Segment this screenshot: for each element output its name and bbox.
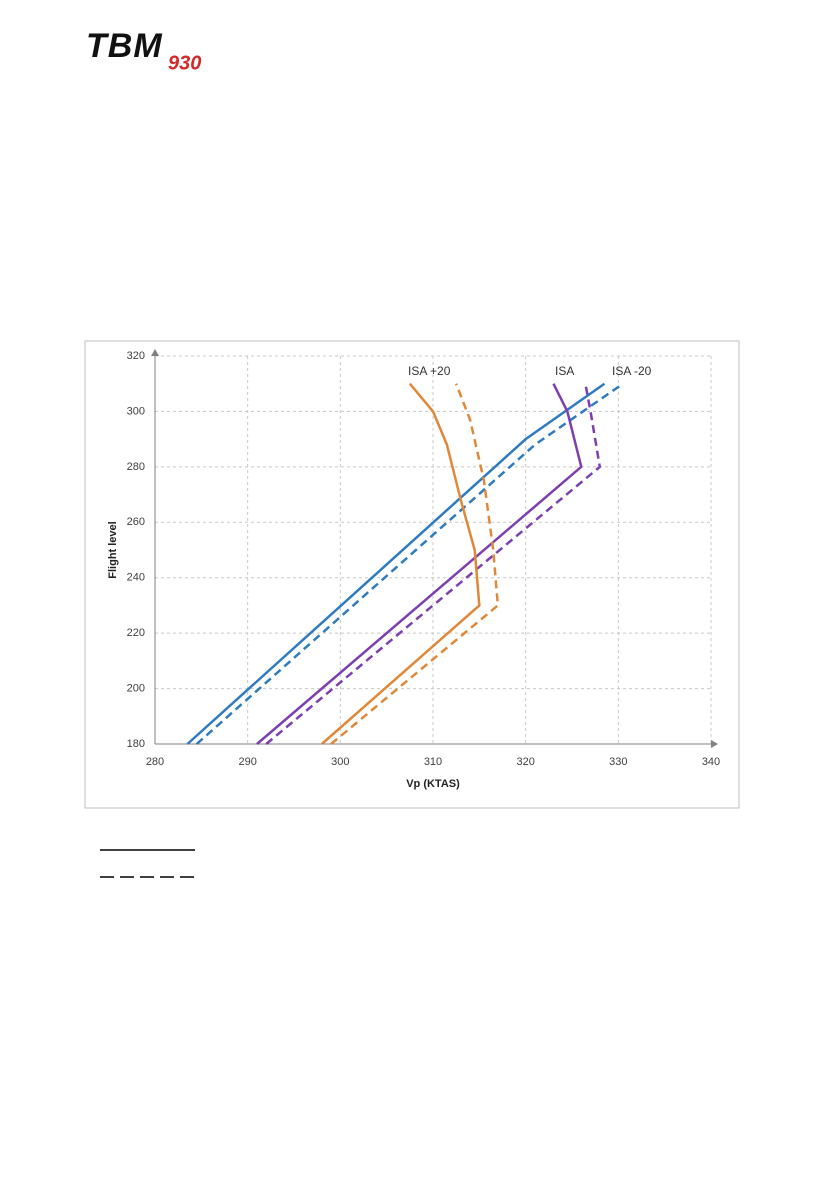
x-axis-label: Vp (KTAS) — [406, 778, 460, 790]
series-line — [256, 383, 583, 745]
y-tick-label: 320 — [127, 350, 145, 362]
series-line — [265, 386, 602, 745]
x-tick-label: 300 — [331, 756, 349, 768]
chart-frame — [84, 340, 740, 809]
y-tick-label: 180 — [127, 738, 145, 750]
series-line — [186, 382, 606, 745]
y-tick-label: 200 — [127, 682, 145, 694]
y-tick-label: 240 — [127, 572, 145, 584]
x-tick-label: 340 — [702, 756, 720, 768]
y-axis-label: Flight level — [107, 521, 119, 578]
y-tick-label: 280 — [127, 461, 145, 473]
x-tick-label: 310 — [424, 756, 442, 768]
x-tick-label: 330 — [609, 756, 627, 768]
logo-model: 930 — [168, 52, 201, 74]
logo-brand: TBM — [86, 27, 163, 65]
x-tick-label: 280 — [146, 756, 164, 768]
x-tick-label: 290 — [238, 756, 256, 768]
annotation: ISA +20 — [408, 364, 451, 378]
annotation: ISA -20 — [612, 364, 652, 378]
y-axis-arrow — [151, 349, 159, 356]
series-line — [320, 382, 481, 745]
x-tick-label: 320 — [516, 756, 534, 768]
y-tick-label: 220 — [127, 627, 145, 639]
y-tick-label: 300 — [127, 405, 145, 417]
series-line — [195, 382, 624, 745]
annotation: ISA — [555, 364, 574, 378]
x-axis-arrow — [711, 740, 718, 748]
y-tick-label: 260 — [127, 516, 145, 528]
